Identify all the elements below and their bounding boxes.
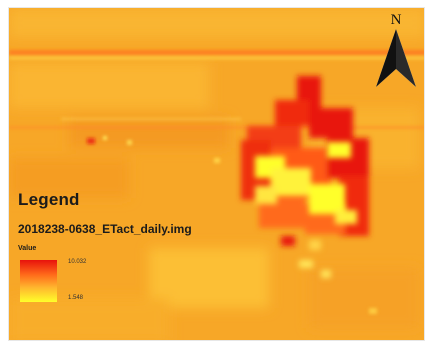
legend-title: Legend xyxy=(18,190,80,209)
north-label: N xyxy=(390,12,402,28)
et-raster-map[interactable] xyxy=(8,7,425,341)
map-legend: Legend 2018238-0638_ETact_daily.img Valu… xyxy=(18,190,192,307)
ramp-high-value: 10.032 xyxy=(68,259,87,265)
legend-color-ramp: 10.032 1.548 xyxy=(18,255,192,307)
north-arrow-icon xyxy=(376,29,416,87)
legend-layer-name: 2018238-0638_ETact_daily.img xyxy=(18,222,192,236)
legend-field-label: Value xyxy=(18,245,37,252)
ramp-low-value: 1.548 xyxy=(68,295,84,301)
raster-image xyxy=(9,8,424,340)
north-arrow: N xyxy=(374,12,418,92)
color-ramp-bar xyxy=(20,260,57,302)
